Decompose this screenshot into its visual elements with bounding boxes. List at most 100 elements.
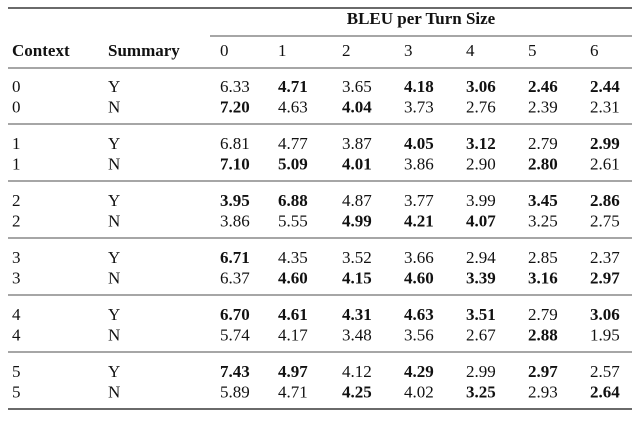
bleu-cell: 4.87: [342, 191, 372, 210]
bleu-cell: 3.16: [528, 268, 558, 287]
bleu-cell: 2.46: [528, 77, 558, 96]
bleu-cell: 7.43: [220, 362, 250, 381]
summary-cell: Y: [108, 191, 120, 210]
bleu-cell: 4.29: [404, 362, 434, 381]
summary-cell: N: [108, 154, 120, 173]
bleu-cell: 4.61: [278, 305, 308, 324]
bleu-cell: 3.25: [466, 382, 496, 401]
bleu-cell: 3.06: [590, 305, 620, 324]
bleu-cell: 4.31: [342, 305, 372, 324]
bleu-cell: 2.79: [528, 305, 558, 324]
bleu-cell: 3.95: [220, 191, 250, 210]
bleu-cell: 5.74: [220, 325, 250, 344]
context-cell: 1: [12, 154, 21, 173]
bleu-cell: 3.56: [404, 325, 434, 344]
column-header: Summary: [108, 41, 180, 60]
bleu-cell: 2.88: [528, 325, 558, 344]
bleu-cell: 3.45: [528, 191, 558, 210]
column-header: 3: [404, 41, 413, 60]
context-cell: 2: [12, 211, 21, 230]
bleu-cell: 3.06: [466, 77, 496, 96]
bleu-cell: 4.60: [278, 268, 308, 287]
bleu-cell: 3.51: [466, 305, 496, 324]
bleu-cell: 3.39: [466, 268, 496, 287]
bleu-cell: 3.73: [404, 97, 434, 116]
bleu-cell: 4.77: [278, 134, 308, 153]
bleu-cell: 3.52: [342, 248, 372, 267]
bleu-cell: 7.20: [220, 97, 250, 116]
summary-cell: N: [108, 325, 120, 344]
bleu-cell: 4.99: [342, 211, 372, 230]
summary-cell: Y: [108, 134, 120, 153]
column-header: 4: [466, 41, 475, 60]
bleu-cell: 2.67: [466, 325, 496, 344]
context-cell: 5: [12, 362, 21, 381]
bleu-cell: 4.21: [404, 211, 434, 230]
bleu-cell: 4.97: [278, 362, 308, 381]
bleu-cell: 2.94: [466, 248, 496, 267]
bleu-cell: 6.70: [220, 305, 250, 324]
context-cell: 3: [12, 268, 21, 287]
bleu-cell: 4.01: [342, 154, 372, 173]
bleu-cell: 4.17: [278, 325, 308, 344]
bleu-cell: 7.10: [220, 154, 250, 173]
bleu-cell: 3.86: [404, 154, 434, 173]
summary-cell: Y: [108, 305, 120, 324]
column-header: 1: [278, 41, 287, 60]
summary-cell: N: [108, 97, 120, 116]
bleu-cell: 3.48: [342, 325, 372, 344]
bleu-cell: 4.07: [466, 211, 496, 230]
bleu-cell: 3.12: [466, 134, 496, 153]
bleu-cell: 3.65: [342, 77, 372, 96]
context-cell: 0: [12, 97, 21, 116]
bleu-cell: 2.39: [528, 97, 558, 116]
column-header: 6: [590, 41, 599, 60]
bleu-cell: 3.99: [466, 191, 496, 210]
context-cell: 5: [12, 382, 21, 401]
bleu-cell: 4.63: [404, 305, 434, 324]
bleu-cell: 6.71: [220, 248, 250, 267]
bleu-cell: 4.35: [278, 248, 308, 267]
bleu-cell: 3.25: [528, 211, 558, 230]
bleu-cell: 2.79: [528, 134, 558, 153]
summary-cell: Y: [108, 77, 120, 96]
bleu-cell: 2.37: [590, 248, 620, 267]
column-header: 2: [342, 41, 351, 60]
bleu-cell: 3.77: [404, 191, 434, 210]
bleu-cell: 2.64: [590, 382, 620, 401]
context-cell: 1: [12, 134, 21, 153]
bleu-cell: 2.97: [528, 362, 558, 381]
bleu-cell: 2.90: [466, 154, 496, 173]
bleu-cell: 4.18: [404, 77, 434, 96]
context-cell: 3: [12, 248, 21, 267]
bleu-cell: 2.86: [590, 191, 620, 210]
bleu-cell: 5.89: [220, 382, 250, 401]
bleu-cell: 2.76: [466, 97, 496, 116]
context-cell: 4: [12, 305, 21, 324]
bleu-cell: 1.95: [590, 325, 620, 344]
bleu-cell: 4.63: [278, 97, 308, 116]
bleu-cell: 3.87: [342, 134, 372, 153]
bleu-cell: 2.93: [528, 382, 558, 401]
bleu-cell: 2.61: [590, 154, 620, 173]
spanner-header: BLEU per Turn Size: [347, 9, 496, 28]
bleu-cell: 6.37: [220, 268, 250, 287]
bleu-cell: 4.25: [342, 382, 372, 401]
bleu-cell: 2.44: [590, 77, 620, 96]
bleu-cell: 3.86: [220, 211, 250, 230]
bleu-cell: 4.05: [404, 134, 434, 153]
bleu-cell: 6.81: [220, 134, 250, 153]
bleu-cell: 4.71: [278, 382, 308, 401]
bleu-cell: 2.75: [590, 211, 620, 230]
summary-cell: Y: [108, 362, 120, 381]
bleu-cell: 4.12: [342, 362, 372, 381]
summary-cell: N: [108, 382, 120, 401]
bleu-cell: 2.80: [528, 154, 558, 173]
column-header: 0: [220, 41, 229, 60]
bleu-cell: 5.09: [278, 154, 308, 173]
summary-cell: N: [108, 211, 120, 230]
bleu-cell: 2.99: [466, 362, 496, 381]
bleu-cell: 4.60: [404, 268, 434, 287]
bleu-cell: 2.57: [590, 362, 620, 381]
